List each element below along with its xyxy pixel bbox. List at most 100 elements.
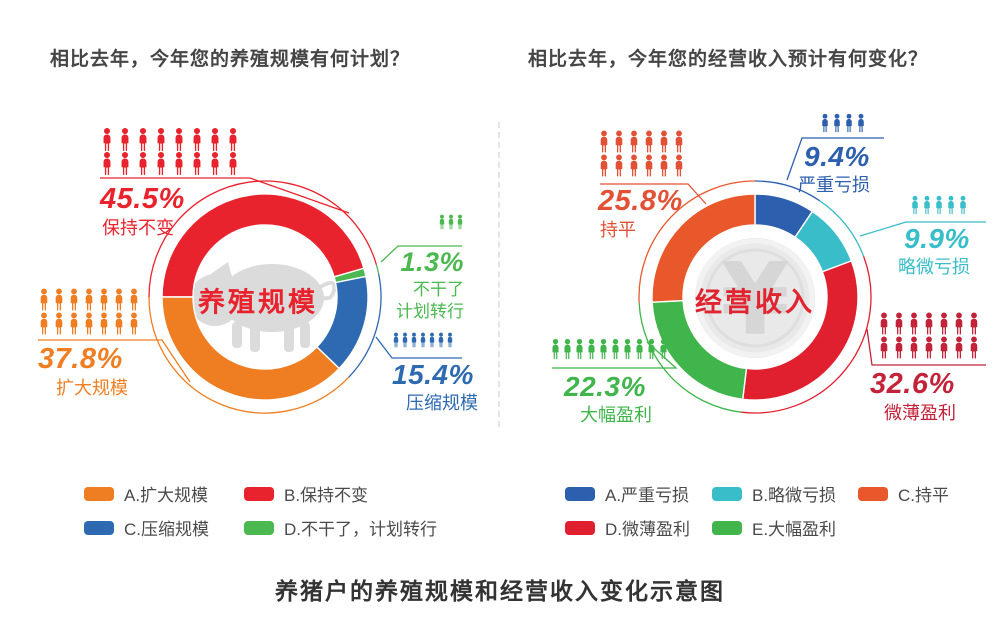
person-icon (55, 288, 63, 311)
person-icon (636, 338, 643, 359)
person-icon (600, 338, 607, 359)
divider-dashed-line (498, 122, 500, 427)
person-icon (624, 338, 631, 359)
person-icon (121, 152, 129, 175)
person-icon (912, 195, 918, 215)
callout-line (38, 339, 191, 383)
person-icon (103, 152, 111, 175)
person-icon (439, 214, 445, 230)
percent-value: 9.9% (904, 223, 970, 254)
people-icon-row (598, 154, 718, 177)
legend-item: A.严重亏损 (565, 481, 712, 506)
person-icon (100, 312, 108, 335)
person-icon (970, 312, 978, 335)
legend-item: B.保持不变 (244, 481, 437, 506)
person-icon (229, 152, 237, 175)
callout-line (786, 137, 884, 181)
person-icon (130, 288, 138, 311)
person-icon (936, 195, 942, 215)
people-icon-row (392, 330, 512, 350)
person-icon (600, 154, 608, 177)
person-icon (100, 288, 108, 311)
percent-value: 32.6% (870, 368, 955, 400)
person-icon (130, 312, 138, 335)
legend-label: C.持平 (898, 486, 949, 505)
person-icon (70, 288, 78, 311)
pig-watermark-icon (183, 262, 337, 352)
callout-line (859, 221, 986, 237)
callout-line (600, 183, 707, 205)
person-icon (675, 154, 683, 177)
person-icon (193, 128, 201, 151)
person-icon (420, 332, 426, 348)
category-label: 略微亏损 (898, 257, 970, 278)
person-icon (846, 113, 852, 133)
person-icon (175, 152, 183, 175)
category-label-line2: 计划转行 (396, 302, 464, 322)
legend-swatch (712, 486, 742, 501)
people-icon-row (100, 128, 270, 151)
person-icon (675, 130, 683, 153)
person-icon (924, 195, 930, 215)
person-icon (630, 130, 638, 153)
person-icon (615, 130, 623, 153)
person-icon (925, 312, 933, 335)
people-icons (384, 212, 464, 232)
legend-item: D.不干了，计划转行 (244, 515, 437, 540)
person-icon (955, 336, 963, 359)
yuan-coin-watermark-icon: ¥ (695, 238, 815, 358)
outer-ring-arc (819, 200, 865, 257)
person-icon (940, 336, 948, 359)
person-icon (940, 312, 948, 335)
outer-ring-arc (741, 256, 872, 414)
person-icon (457, 214, 463, 230)
person-icon (115, 312, 123, 335)
person-icon (948, 195, 954, 215)
person-icon (55, 312, 63, 335)
legend-swatch (858, 486, 888, 501)
person-icon (858, 113, 864, 133)
legend-label: A.扩大规模 (124, 486, 209, 505)
outer-ring-arc (148, 180, 378, 298)
person-icon (175, 128, 183, 151)
people-icons (100, 128, 270, 175)
people-icon-row (878, 312, 990, 335)
person-icon (822, 113, 828, 133)
legend-label: B.略微亏损 (752, 486, 837, 505)
person-icon (40, 312, 48, 335)
category-label: 持平 (600, 220, 636, 241)
percent-value: 45.5% (100, 183, 185, 215)
legend-label: A.严重亏损 (605, 486, 690, 505)
person-icon (880, 312, 888, 335)
person-icon (447, 332, 453, 348)
person-icon (910, 336, 918, 359)
left-question-title: 相比去年，今年您的养殖规模有何计划？ (50, 49, 411, 70)
callout-line (380, 245, 462, 263)
callout-line (100, 177, 350, 214)
callout-shrink-scale: 15.4% 压缩规模 (392, 330, 512, 414)
person-icon (648, 338, 655, 359)
people-icon-row (38, 288, 188, 311)
person-icon (85, 312, 93, 335)
callout-big-profit: 22.3% 大幅盈利 (550, 338, 680, 426)
person-icon (40, 288, 48, 311)
legend-item: A.扩大规模 (84, 481, 244, 506)
person-icon (630, 154, 638, 177)
person-icon (960, 195, 966, 215)
person-icon (895, 312, 903, 335)
legend-swatch (244, 486, 274, 501)
legend-item: C.持平 (858, 481, 949, 506)
person-icon (229, 128, 237, 151)
person-icon (438, 332, 444, 348)
person-icon (612, 338, 619, 359)
category-label: 压缩规模 (406, 393, 478, 414)
legend-item: E.大幅盈利 (712, 515, 858, 540)
person-icon (970, 336, 978, 359)
category-label: 严重亏损 (798, 175, 870, 196)
donut-slice (651, 193, 756, 303)
people-icon-row (598, 130, 718, 153)
person-icon (139, 128, 147, 151)
callout-thin-profit: 32.6% 微薄盈利 (870, 312, 990, 424)
person-icon (564, 338, 571, 359)
